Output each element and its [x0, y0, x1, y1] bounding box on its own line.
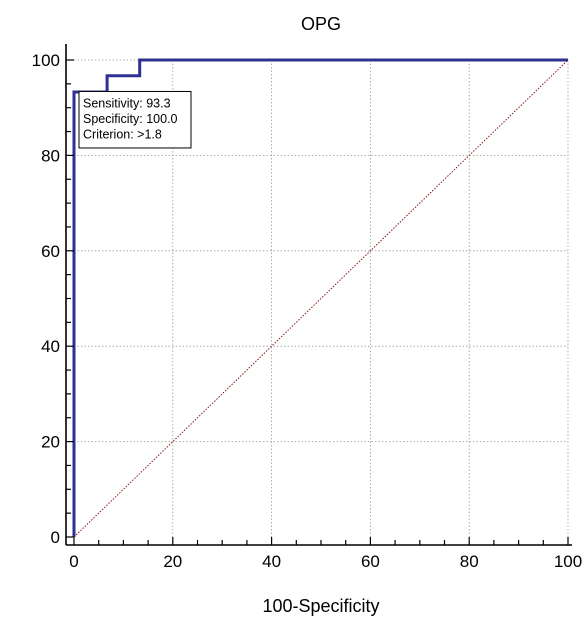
x-tick-label: 40 [262, 552, 281, 571]
grid [74, 59, 569, 537]
x-tick-label: 60 [361, 552, 380, 571]
x-axis-label: 100-Specificity [262, 596, 379, 616]
x-tick-label: 100 [554, 552, 582, 571]
annotation-line: Sensitivity: 93.3 [83, 96, 171, 110]
y-tick-label: 60 [41, 242, 60, 261]
chart-title: OPG [301, 14, 341, 34]
y-tick-label: 0 [51, 528, 60, 547]
y-tick-label: 20 [41, 433, 60, 452]
annotation-layer: Sensitivity: 93.3 Specificity: 100.0Crite… [78, 90, 192, 149]
y-tick-label: 100 [32, 51, 60, 70]
x-tick-label: 20 [163, 552, 182, 571]
x-tick-label: 0 [69, 552, 78, 571]
y-tick-label: 80 [41, 146, 60, 165]
series-layer [72, 58, 569, 538]
criterion-annotation-box [78, 90, 192, 149]
reference-diagonal [73, 59, 569, 538]
roc-curve [72, 58, 568, 537]
annotation-line: Criterion: >1.8 [83, 127, 162, 141]
x-tick-label: 80 [460, 552, 479, 571]
y-tick-label: 40 [41, 337, 60, 356]
annotation-line: Specificity: 100.0 [83, 112, 178, 126]
axes: 0 20 40 60 80 100 0 20 40 60 80 100 [32, 44, 582, 571]
